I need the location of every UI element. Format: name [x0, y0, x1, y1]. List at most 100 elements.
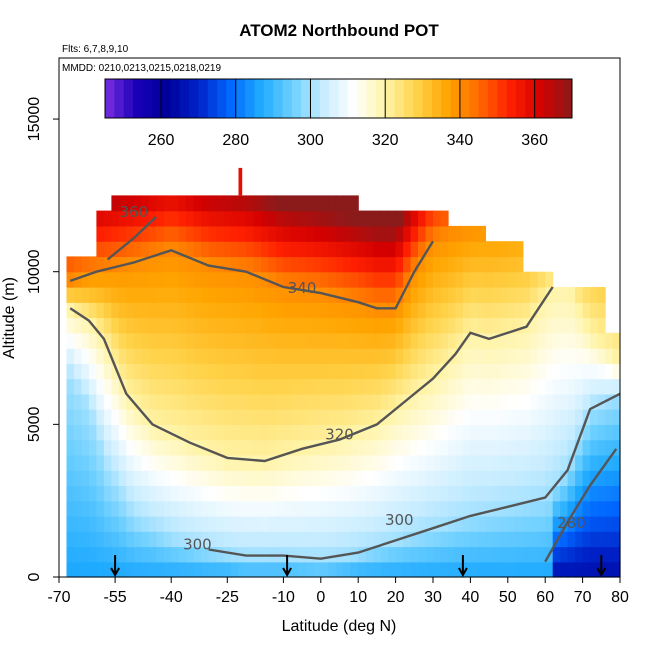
- heat-cell: [283, 515, 292, 532]
- heat-cell: [425, 515, 434, 532]
- heat-cell: [522, 500, 531, 517]
- heat-cell: [365, 393, 374, 410]
- heat-cell: [178, 409, 187, 425]
- heat-cell: [208, 348, 217, 364]
- heat-cell: [515, 500, 524, 517]
- heat-cell: [575, 454, 584, 471]
- heat-cell: [253, 302, 262, 319]
- heat-cell: [515, 378, 524, 395]
- heat-cell: [305, 256, 314, 273]
- heat-cell: [275, 317, 284, 334]
- heat-cell: [111, 500, 120, 517]
- heat-cell: [171, 424, 180, 441]
- heat-cell: [74, 561, 83, 578]
- heat-cell: [350, 363, 359, 380]
- heat-cell: [148, 470, 157, 486]
- heat-cell: [298, 302, 307, 319]
- heat-cell: [388, 363, 397, 380]
- heat-cell: [575, 317, 584, 334]
- heat-cell: [148, 256, 157, 273]
- heat-cell: [201, 470, 210, 486]
- heat-cell: [320, 531, 329, 548]
- heat-cell: [156, 424, 165, 441]
- heat-cell: [350, 409, 359, 425]
- heat-cell: [507, 424, 516, 441]
- heat-cell: [380, 454, 389, 471]
- heat-cell: [425, 241, 434, 258]
- heat-cell: [448, 454, 457, 471]
- heat-cell: [470, 439, 479, 456]
- heat-cell: [425, 256, 434, 273]
- heat-cell: [590, 546, 599, 563]
- heat-cell: [410, 470, 419, 486]
- heat-cell: [193, 454, 202, 471]
- heat-cell: [88, 546, 97, 563]
- heat-cell: [253, 287, 262, 303]
- heat-cell: [163, 470, 172, 486]
- heat-cell: [305, 546, 314, 563]
- heat-cell: [388, 210, 397, 227]
- heat-cell: [350, 241, 359, 258]
- heat-cell: [425, 363, 434, 380]
- heat-cell: [201, 561, 210, 578]
- heat-cell: [141, 378, 150, 395]
- heat-cell: [283, 256, 292, 273]
- heat-cell: [448, 424, 457, 441]
- heat-cell: [575, 378, 584, 395]
- heat-cell: [103, 470, 112, 486]
- heat-cell: [328, 393, 337, 410]
- heat-cell: [343, 531, 352, 548]
- heat-cell: [186, 561, 195, 578]
- heat-cell: [313, 348, 322, 364]
- heat-cell: [275, 409, 284, 425]
- x-tick-label: 0: [316, 589, 325, 606]
- heat-cell: [455, 317, 464, 334]
- heat-cell: [156, 225, 165, 242]
- heat-cell: [388, 409, 397, 425]
- heat-cell: [208, 271, 217, 288]
- heat-cell: [283, 210, 292, 227]
- heat-cell: [403, 393, 412, 410]
- heat-cell: [515, 241, 524, 258]
- heat-cell: [612, 561, 621, 578]
- heat-cell: [186, 531, 195, 548]
- heat-cell: [238, 317, 247, 334]
- heat-cell: [298, 561, 307, 578]
- heat-cell: [582, 302, 591, 319]
- heat-cell: [462, 393, 471, 410]
- heat-cell: [96, 256, 105, 273]
- heat-cell: [410, 241, 419, 258]
- heat-cell: [118, 500, 127, 517]
- heat-cell: [268, 363, 277, 380]
- heat-cell: [290, 485, 299, 502]
- heat-cell: [358, 424, 367, 441]
- heat-cell: [470, 561, 479, 578]
- heat-cell: [358, 561, 367, 578]
- heat-cell: [283, 225, 292, 242]
- heat-cell: [283, 409, 292, 425]
- heat-cell: [552, 302, 561, 319]
- heat-cell: [238, 500, 247, 517]
- heat-cell: [163, 439, 172, 456]
- heat-cell: [537, 287, 546, 303]
- heat-cell: [477, 317, 486, 334]
- heat-cell: [201, 515, 210, 532]
- heat-cell: [380, 378, 389, 395]
- heat-cell: [448, 302, 457, 319]
- heat-cell: [111, 256, 120, 273]
- heat-cell: [380, 363, 389, 380]
- arrow-head: [282, 567, 292, 578]
- heat-cell: [470, 485, 479, 502]
- heat-cell: [470, 332, 479, 349]
- heat-cell: [208, 531, 217, 548]
- heat-cell: [418, 256, 427, 273]
- colorbar-segment: [553, 79, 564, 118]
- x-tick-label: -10: [272, 589, 295, 606]
- x-tick-label: -25: [216, 589, 239, 606]
- heat-cell: [216, 561, 225, 578]
- heat-cell: [350, 531, 359, 548]
- heat-cell: [275, 393, 284, 410]
- heat-cell: [575, 515, 584, 532]
- heat-cell: [305, 302, 314, 319]
- heat-cell: [126, 454, 135, 471]
